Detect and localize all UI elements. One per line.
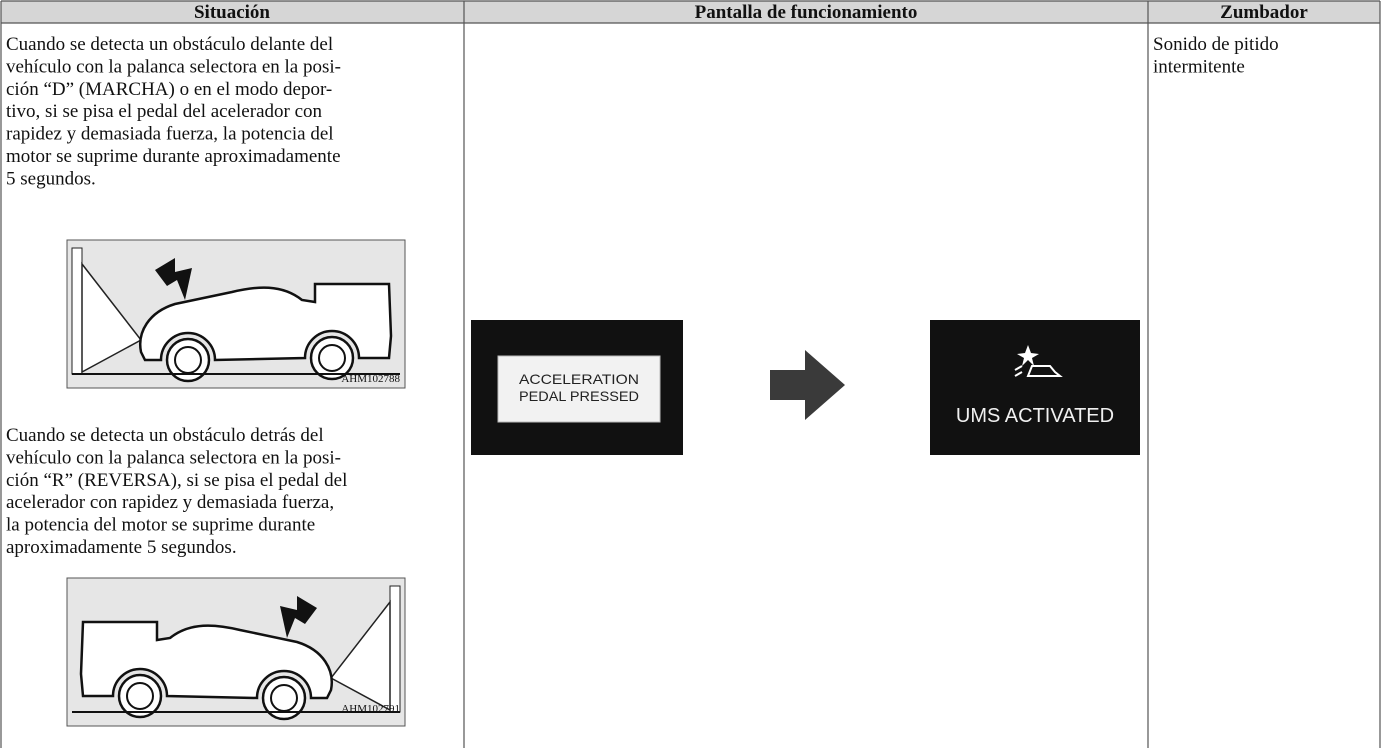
paragraph-line: motor se suprime durante aproximadamente: [6, 146, 341, 167]
screen: [930, 320, 1140, 455]
paragraph-line: acelerador con rapidez y demasiada fuerz…: [6, 492, 334, 513]
paragraph-line: Cuando se detecta un obstáculo delante d…: [6, 34, 333, 55]
ums-icon: [1014, 345, 1063, 377]
screen-text: ACCELERATION: [519, 371, 639, 387]
paragraph-line: vehículo con la palanca selectora en la …: [6, 56, 341, 77]
paragraph-line: Cuando se detecta un obstáculo detrás de…: [6, 425, 324, 446]
header-cell: Pantalla de funcionamiento: [695, 2, 918, 23]
screen-message-box: [497, 355, 661, 423]
header-cell: Situación: [194, 2, 270, 23]
paragraph-line: ción “R” (REVERSA), si se pisa el pedal …: [6, 470, 347, 491]
screen-text: PEDAL PRESSED: [519, 388, 639, 404]
cell-line: intermitente: [1153, 56, 1245, 77]
paragraph-line: ción “D” (MARCHA) o en el modo depor-: [6, 79, 332, 100]
paragraph-line: tivo, si se pisa el pedal del acelerador…: [6, 101, 323, 122]
paragraph-line: vehículo con la palanca selectora en la …: [6, 447, 341, 468]
paragraph-line: rapidez y demasiada fuerza, la potencia …: [6, 124, 334, 145]
screen-text: UMS ACTIVATED: [956, 405, 1114, 427]
header-cell: Zumbador: [1220, 2, 1308, 23]
paragraph-line: 5 segundos.: [6, 168, 96, 189]
figure-code: AHM102791: [341, 703, 400, 715]
illustration-front: [65, 238, 407, 390]
arrow: [770, 350, 845, 420]
figure-code: AHM102788: [341, 373, 400, 385]
paragraph-line: aproximadamente 5 segundos.: [6, 537, 237, 558]
cell-line: Sonido de pitido: [1153, 34, 1279, 55]
header-row: [1, 1, 1380, 23]
paragraph-line: la potencia del motor se suprime durante: [6, 515, 315, 536]
